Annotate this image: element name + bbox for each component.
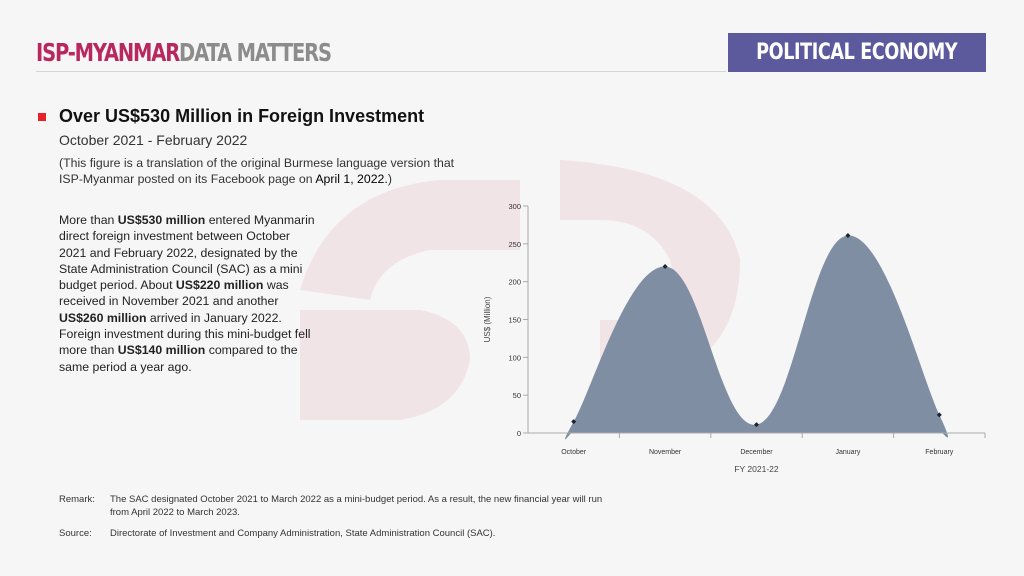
x-tick-label: February: [925, 449, 954, 456]
header-divider: [36, 71, 726, 72]
y-tick-label: 100: [508, 353, 521, 362]
y-tick-label: 300: [508, 202, 521, 211]
page-subtitle: October 2021 - February 2022: [59, 132, 248, 148]
y-tick-label: 150: [508, 316, 521, 325]
bullet-icon: [38, 113, 46, 121]
translation-note: (This figure is a translation of the ori…: [59, 156, 455, 186]
x-tick-label: October: [561, 449, 587, 456]
body-segment: More than: [59, 213, 118, 227]
highlight-figure: US$140 million: [117, 343, 206, 358]
data-point: [571, 419, 577, 425]
y-tick-label: 250: [508, 240, 521, 249]
x-tick-label: December: [740, 449, 773, 456]
body-segment: compared to the same period a year ago.: [59, 343, 298, 374]
highlight-figure: US$260 million: [59, 310, 147, 325]
data-point: [936, 412, 942, 418]
page-title: Over US$530 Million in Foreign Investmen…: [59, 106, 425, 126]
y-axis-label: US$ (Million): [483, 296, 492, 342]
highlight-figure: US$220 million: [175, 278, 264, 293]
body-segment: was received in November 2021 and anothe…: [59, 278, 289, 309]
x-tick-label: January: [835, 449, 860, 456]
area-series: [564, 235, 949, 440]
x-tick-label: November: [649, 449, 682, 456]
y-tick-label: 200: [508, 278, 521, 287]
body-text: More than US$530 million entered Myanmar…: [59, 212, 319, 375]
y-tick-label: 50: [513, 391, 521, 400]
highlight-figure: US$530 million: [117, 213, 206, 227]
body-segment: arrived in January 2022. Foreign investm…: [59, 310, 311, 358]
brand-logo: ISP-MYANMARDATA MATTERS: [36, 38, 332, 67]
x-axis-label: FY 2021-22: [734, 464, 779, 474]
data-point: [845, 233, 851, 239]
body-segment: entered Myanmarin direct foreign investm…: [59, 213, 315, 293]
section-badge: POLITICAL ECONOMY: [728, 33, 986, 72]
y-tick-label: 0: [517, 429, 521, 438]
data-point: [662, 264, 668, 270]
data-point: [754, 422, 759, 428]
